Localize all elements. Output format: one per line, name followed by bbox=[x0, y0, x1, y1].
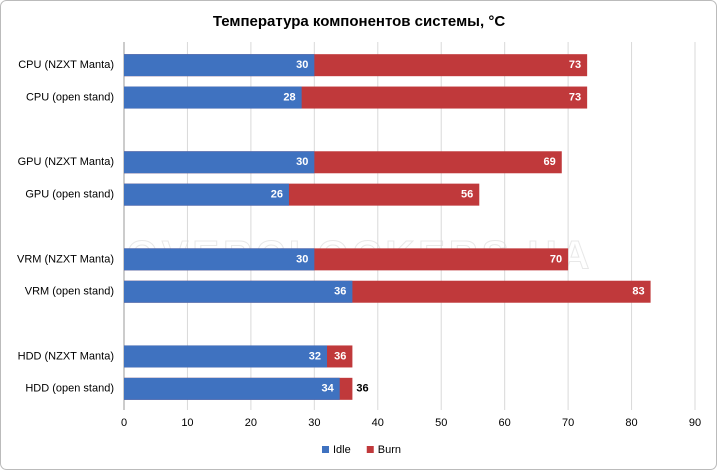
bar bbox=[124, 151, 315, 174]
bar bbox=[124, 345, 328, 368]
x-tick-label: 20 bbox=[245, 417, 257, 429]
bar bbox=[124, 248, 315, 271]
bar bbox=[124, 54, 315, 77]
data-label: 34 bbox=[321, 383, 334, 395]
data-label: 28 bbox=[283, 91, 295, 103]
y-tick-label: GPU (open stand) bbox=[25, 189, 114, 201]
data-label: 73 bbox=[569, 91, 581, 103]
data-label: 36 bbox=[334, 286, 346, 298]
y-tick-label: HDD (open stand) bbox=[25, 383, 114, 395]
data-label: 73 bbox=[569, 59, 581, 71]
x-tick-label: 50 bbox=[435, 417, 447, 429]
x-tick-label: 0 bbox=[121, 417, 127, 429]
legend-swatch bbox=[322, 446, 329, 453]
data-label: 69 bbox=[544, 156, 556, 168]
chart-title: Температура компонентов системы, °С bbox=[213, 13, 505, 30]
data-label: 26 bbox=[271, 189, 283, 201]
y-tick-label: GPU (NZXT Manta) bbox=[18, 156, 114, 168]
y-tick-label: HDD (NZXT Manta) bbox=[18, 350, 114, 362]
y-tick-label: CPU (open stand) bbox=[26, 91, 114, 103]
data-label: 30 bbox=[296, 59, 308, 71]
x-tick-label: 90 bbox=[689, 417, 701, 429]
y-tick-label: CPU (NZXT Manta) bbox=[18, 59, 114, 71]
x-tick-label: 40 bbox=[372, 417, 384, 429]
y-tick-label: VRM (NZXT Manta) bbox=[17, 253, 114, 265]
legend-label: Burn bbox=[378, 444, 401, 456]
x-tick-label: 70 bbox=[562, 417, 574, 429]
data-label: 83 bbox=[632, 286, 644, 298]
legend-swatch bbox=[366, 446, 374, 453]
data-label: 70 bbox=[550, 253, 562, 265]
data-label: 56 bbox=[461, 189, 473, 201]
x-tick-label: 80 bbox=[625, 417, 637, 429]
data-label: 32 bbox=[309, 350, 321, 362]
y-tick-label: VRM (open stand) bbox=[25, 286, 114, 298]
x-tick-label: 60 bbox=[499, 417, 511, 429]
bar bbox=[124, 377, 340, 400]
data-label: 36 bbox=[356, 383, 368, 395]
data-label: 36 bbox=[334, 350, 346, 362]
x-tick-label: 30 bbox=[308, 417, 320, 429]
bar bbox=[124, 280, 353, 303]
data-label: 30 bbox=[296, 253, 308, 265]
bar bbox=[124, 86, 302, 109]
legend-label: Idle bbox=[333, 444, 351, 456]
bar bbox=[124, 183, 289, 206]
data-label: 30 bbox=[296, 156, 308, 168]
x-tick-label: 10 bbox=[181, 417, 193, 429]
